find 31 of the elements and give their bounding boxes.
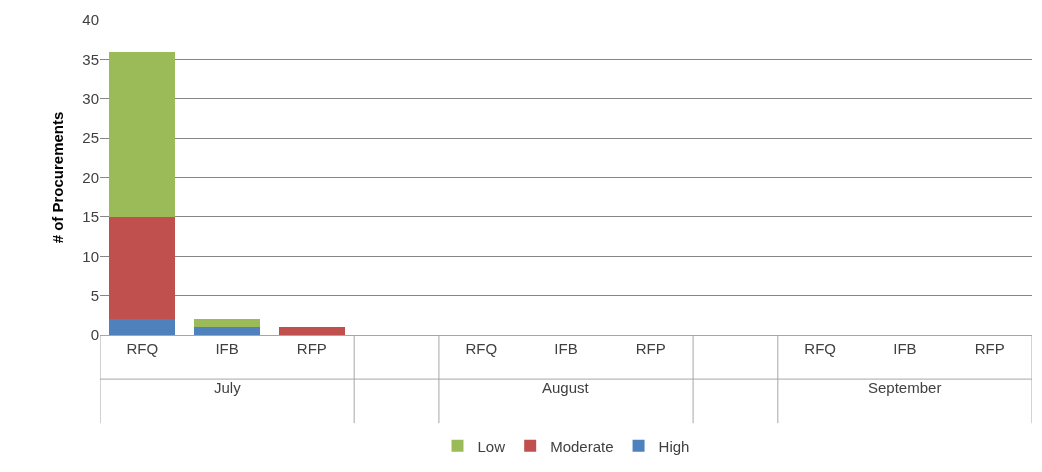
x-tick-label: RFP [296, 340, 327, 357]
y-tick-label: 35 [82, 50, 99, 68]
x-tick-label: RFQ [465, 340, 498, 357]
x-tick-label: IFB [554, 340, 578, 357]
bar [194, 327, 261, 335]
bar [278, 327, 345, 335]
x-tick-label: IFB [893, 340, 917, 357]
bar [109, 51, 176, 217]
y-tick-label: 20 [82, 168, 99, 186]
legend-label: Low [477, 437, 506, 455]
legend-label: High [658, 437, 690, 455]
text: August [542, 379, 590, 396]
x-tick-label: RFP [974, 340, 1005, 357]
bar [109, 319, 176, 335]
y-tick-label: 30 [82, 90, 99, 107]
bar [109, 216, 176, 320]
y-tick-label: 15 [82, 208, 99, 226]
y-tick-label: 40 [82, 11, 99, 29]
y-tick-label: 25 [82, 129, 99, 147]
bar [194, 319, 261, 328]
x-tick-label: RFP [635, 340, 666, 357]
y-tick-label: 0 [90, 326, 99, 344]
y-tick-label: 5 [90, 286, 99, 304]
x-tick-label: IFB [215, 340, 239, 357]
x-tick-label: RFQ [126, 340, 159, 357]
text: September [868, 379, 942, 396]
x-tick-label: RFQ [804, 340, 837, 357]
y-axis-title: # of Procurements [48, 111, 66, 244]
legend-label: Moderate [550, 437, 614, 455]
y-tick-label: 10 [82, 247, 99, 265]
text: July [214, 379, 242, 396]
